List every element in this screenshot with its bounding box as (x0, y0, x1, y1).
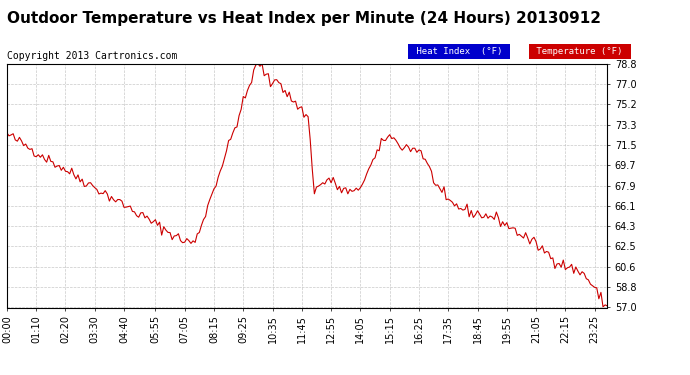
Text: Temperature (°F): Temperature (°F) (531, 47, 628, 56)
Text: Outdoor Temperature vs Heat Index per Minute (24 Hours) 20130912: Outdoor Temperature vs Heat Index per Mi… (7, 11, 600, 26)
Text: Copyright 2013 Cartronics.com: Copyright 2013 Cartronics.com (7, 51, 177, 61)
Text: Heat Index  (°F): Heat Index (°F) (411, 47, 507, 56)
